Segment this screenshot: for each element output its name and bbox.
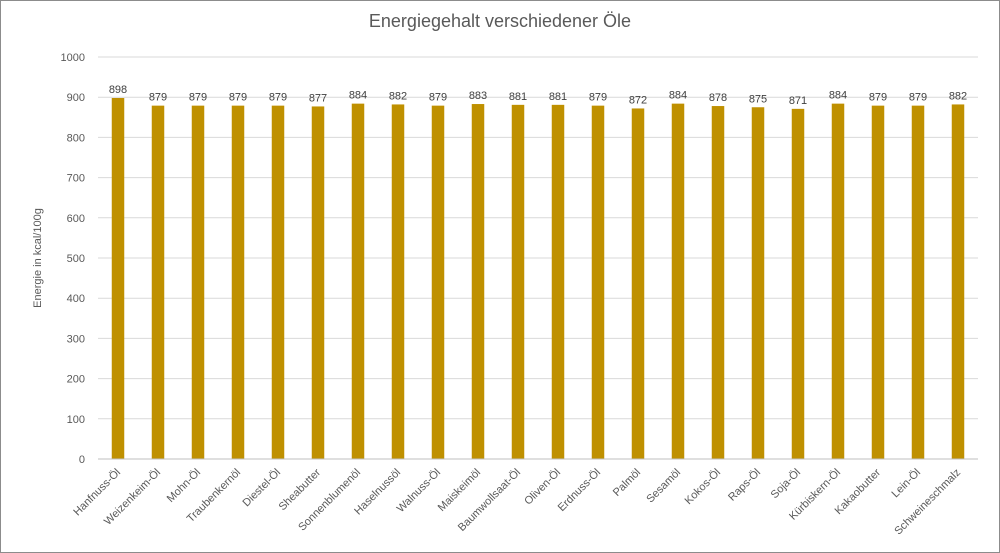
- bar: [631, 108, 645, 460]
- bar: [911, 105, 925, 459]
- data-label: 882: [949, 90, 967, 102]
- bar: [231, 105, 245, 459]
- bar: [351, 103, 365, 459]
- y-tick-label: 600: [67, 213, 85, 225]
- bar: [391, 104, 405, 459]
- data-label: 884: [349, 90, 367, 102]
- y-axis-label: Energie in kcal/100g: [32, 208, 44, 308]
- bar: [431, 105, 445, 459]
- data-label: 879: [189, 92, 207, 104]
- bar: [591, 105, 605, 459]
- gridlines: [98, 56, 978, 420]
- bar: [551, 104, 565, 459]
- y-tick-label: 300: [67, 333, 85, 345]
- data-label: 884: [829, 90, 847, 102]
- data-label: 881: [549, 91, 567, 103]
- y-tick-label: 200: [67, 374, 85, 386]
- x-tick-label: Oliven-Öl: [522, 467, 563, 508]
- data-label: 879: [589, 92, 607, 104]
- data-label: 883: [469, 90, 487, 102]
- data-label: 875: [749, 93, 767, 105]
- chart-title: Energiegehalt verschiedener Öle: [369, 11, 631, 31]
- bar: [511, 104, 525, 459]
- bar: [311, 106, 325, 460]
- y-tick-label: 100: [67, 414, 85, 426]
- data-label: 879: [149, 92, 167, 104]
- bar: [151, 105, 165, 459]
- data-label: 882: [389, 90, 407, 102]
- bar: [791, 108, 805, 459]
- y-tick-label: 700: [67, 173, 85, 185]
- bar: [831, 103, 845, 459]
- x-tick-label: Erdnuss-Öl: [556, 467, 603, 514]
- data-labels: 898 879 879 879 879 877 884 882 879 883 881 881 879 8…: [109, 84, 967, 107]
- data-label: 879: [429, 92, 447, 104]
- x-tick-label: Lein-Öl: [890, 467, 924, 501]
- y-tick-label: 900: [67, 92, 85, 104]
- data-label: 879: [869, 92, 887, 104]
- bars: [111, 98, 965, 460]
- data-label: 871: [789, 95, 807, 107]
- bar: [711, 106, 725, 459]
- bar: [191, 105, 205, 459]
- data-label: 872: [629, 94, 647, 106]
- data-label: 881: [509, 91, 527, 103]
- x-tick-label: Palmöl: [611, 467, 643, 499]
- bar: [671, 103, 685, 459]
- bar: [111, 98, 125, 459]
- x-tick-label: Sesamöl: [644, 467, 683, 506]
- bar: [751, 107, 765, 459]
- y-tick-label: 1000: [61, 52, 85, 64]
- y-tick-label: 400: [67, 293, 85, 305]
- x-tick-label: Mohn-Öl: [165, 467, 203, 505]
- bar: [271, 105, 285, 459]
- x-tick-label: Soja-Öl: [769, 467, 803, 501]
- y-axis-ticks: 0 100 200 300 400 500 600 700 800 900 1000: [61, 52, 85, 466]
- y-tick-label: 800: [67, 132, 85, 144]
- x-tick-label: Kokos-Öl: [683, 467, 723, 507]
- data-label: 898: [109, 84, 127, 96]
- bar: [951, 104, 965, 459]
- bar: [471, 104, 485, 459]
- y-tick-label: 0: [79, 454, 85, 466]
- bar: [871, 105, 885, 459]
- x-tick-label: Raps-Öl: [726, 467, 763, 504]
- x-tick-label: Diestel-Öl: [240, 467, 283, 510]
- x-tick-label: Walnuss-Öl: [395, 467, 443, 515]
- data-label: 879: [229, 92, 247, 104]
- data-label: 879: [909, 92, 927, 104]
- data-label: 879: [269, 92, 287, 104]
- data-label: 878: [709, 92, 727, 104]
- data-label: 884: [669, 90, 687, 102]
- data-label: 877: [309, 92, 327, 104]
- y-tick-label: 500: [67, 253, 85, 265]
